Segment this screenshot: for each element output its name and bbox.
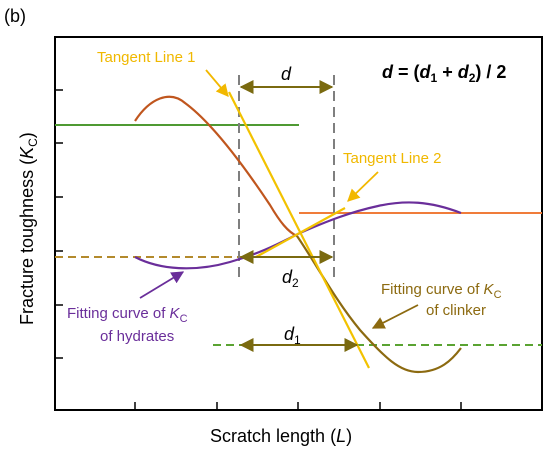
tangent-line-2-label: Tangent Line 2 [343, 150, 441, 167]
y-axis-ticks [55, 89, 63, 359]
tangent-line-1-pointer [205, 69, 229, 97]
y-axis-label: Fracture toughness (KC) [17, 132, 40, 325]
clinker-pointer [371, 304, 419, 329]
tangent-line-2-pointer [347, 171, 379, 202]
hydrates-label: Fitting curve of KC [67, 305, 188, 325]
panel-label: (b) [4, 6, 26, 26]
hydrates-label-line2: of hydrates [100, 328, 174, 345]
formula: d = (d1 + d2) / 2 [382, 62, 506, 85]
plot-frame [54, 36, 543, 411]
d2-label: d2 [282, 267, 299, 290]
clinker-fitting-curve-upper [134, 95, 298, 238]
tangent-line-1-label: Tangent Line 1 [97, 49, 195, 66]
clinker-label-line2: of clinker [426, 302, 486, 319]
d-label: d [281, 64, 292, 84]
x-axis-label: Scratch length (L) [210, 426, 352, 446]
clinker-label: Fitting curve of KC [381, 281, 502, 301]
tangent-line-1 [228, 91, 370, 369]
x-axis-ticks [134, 402, 462, 410]
hydrates-pointer [139, 271, 185, 299]
tangent-line-2 [255, 207, 346, 258]
d1-label: d1 [284, 324, 301, 347]
